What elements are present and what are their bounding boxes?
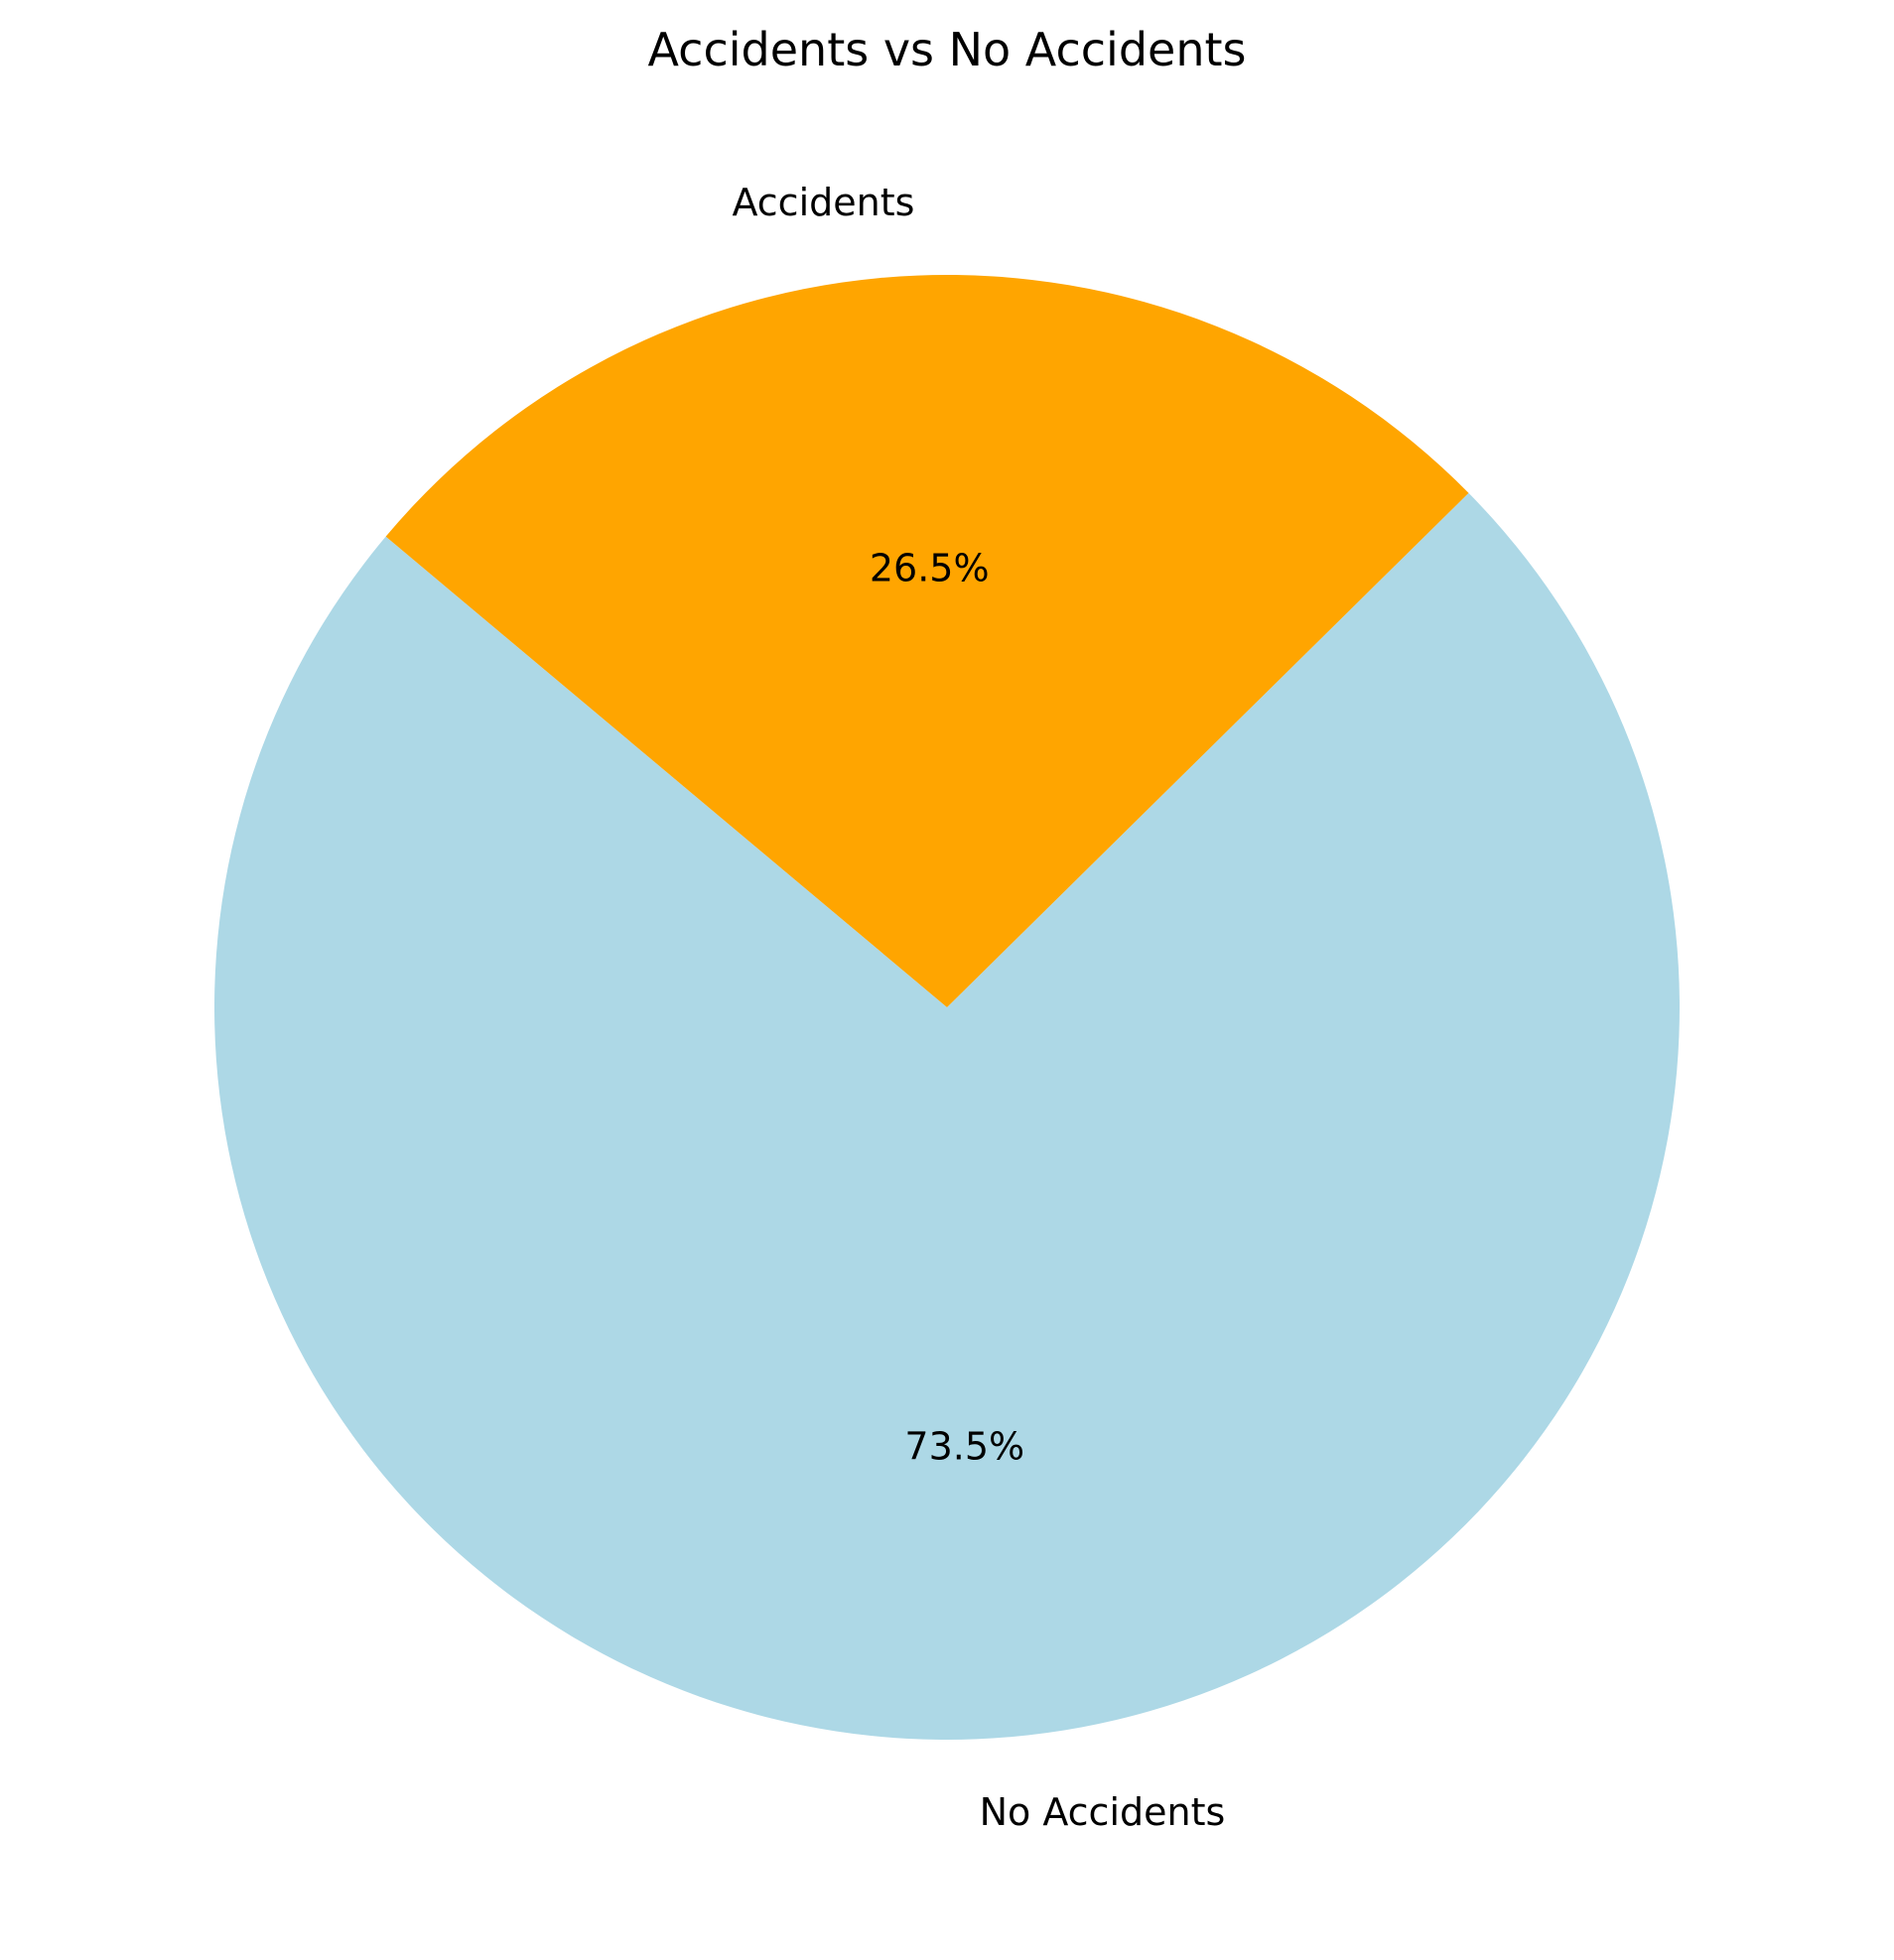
slice-label-no-accidents: No Accidents xyxy=(980,1790,1226,1834)
slice-label-accidents: Accidents xyxy=(732,181,914,224)
slice-percent-no-accidents: 73.5% xyxy=(904,1424,1024,1468)
chart-title: Accidents vs No Accidents xyxy=(648,23,1247,76)
pie-slice-accidents xyxy=(385,275,1469,1008)
pie-labels: No Accidents 73.5% Accidents 26.5% xyxy=(732,181,1225,1834)
slice-percent-accidents: 26.5% xyxy=(870,547,990,590)
pie-slice-no-accidents xyxy=(214,492,1681,1740)
pie-slices xyxy=(214,275,1681,1740)
